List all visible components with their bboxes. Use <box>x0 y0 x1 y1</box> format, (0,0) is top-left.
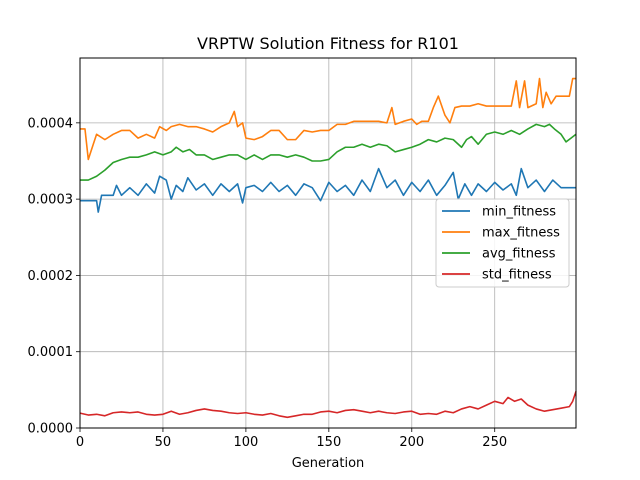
x-tick-label: 50 <box>155 435 172 450</box>
x-tick-label: 250 <box>482 435 507 450</box>
chart-title: VRPTW Solution Fitness for R101 <box>197 34 459 53</box>
legend: min_fitness max_fitness avg_fitness std_fit… <box>435 198 570 288</box>
y-tick-label: 0.0001 <box>28 345 74 360</box>
legend-label: min_fitness <box>482 205 556 220</box>
x-axis-label: Generation <box>292 456 365 471</box>
legend-box <box>435 198 570 288</box>
legend-label: max_fitness <box>482 226 560 241</box>
series-line-max-fitness <box>80 77 576 161</box>
x-tick-label: 150 <box>316 435 341 450</box>
series-line-std-fitness <box>79 391 577 419</box>
series-line-avg-fitness <box>80 123 577 181</box>
x-tick-label: 0 <box>76 435 84 450</box>
legend-label: avg_fitness <box>482 247 556 262</box>
y-tick-label: 0.0002 <box>28 269 74 284</box>
plot-frame <box>79 57 577 429</box>
legend-label: std_fitness <box>482 268 552 283</box>
x-tick-label: 200 <box>399 435 424 450</box>
x-axis-ticks: 0 50 100 150 200 250 <box>76 428 507 450</box>
y-axis-ticks: 0.0000 0.0001 0.0002 0.0003 0.0004 <box>28 116 80 437</box>
x-tick-label: 100 <box>233 435 258 450</box>
series-line-min-fitness <box>80 167 576 213</box>
y-tick-label: 0.0003 <box>28 193 74 208</box>
y-tick-label: 0.0000 <box>28 422 74 437</box>
series-lines <box>79 77 577 419</box>
y-tick-label: 0.0004 <box>28 116 74 131</box>
